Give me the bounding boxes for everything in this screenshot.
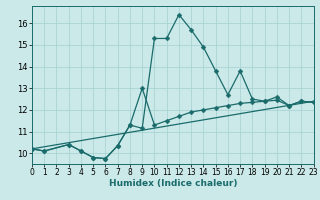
- X-axis label: Humidex (Indice chaleur): Humidex (Indice chaleur): [108, 179, 237, 188]
